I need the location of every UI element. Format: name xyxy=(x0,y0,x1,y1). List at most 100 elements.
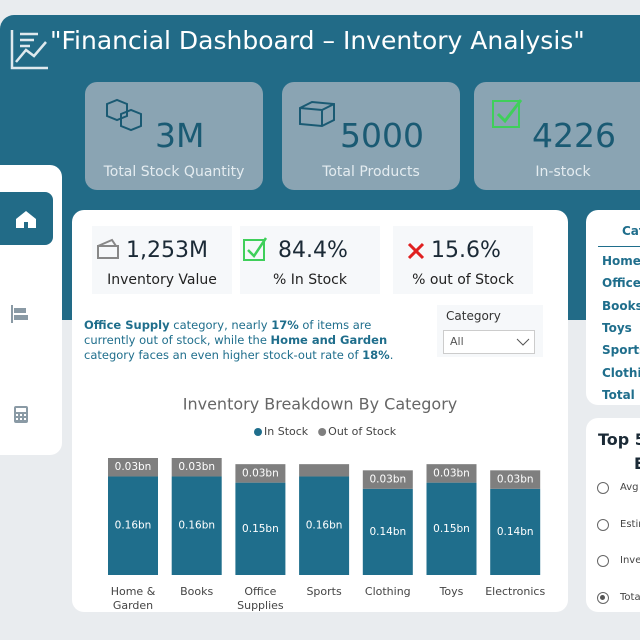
metric-card: 15.6% % out of Stock xyxy=(393,226,533,294)
kpi-card: 3M Total Stock Quantity xyxy=(85,82,263,190)
data-label: 0.15bn xyxy=(433,523,470,535)
bar-segment xyxy=(426,482,477,575)
narrative-text: 18% xyxy=(362,348,390,362)
x-tick-label: Books xyxy=(180,585,213,598)
nav-calculator[interactable] xyxy=(13,405,29,424)
table-row: Office S xyxy=(602,276,640,291)
chart-title: Inventory Breakdown By Category xyxy=(183,395,458,414)
data-label: 0.16bn xyxy=(306,520,343,532)
narrative-text: category, nearly xyxy=(169,318,272,332)
narrative-text: 17% xyxy=(271,318,299,332)
radio-label: Inve xyxy=(620,555,640,566)
metric-card: 84.4% % In Stock xyxy=(240,226,380,294)
narrative-text: Office Supply xyxy=(84,318,170,332)
data-label: 0.14bn xyxy=(369,526,406,538)
slicer: Category All xyxy=(437,305,543,357)
bar-segment xyxy=(490,488,541,575)
data-label: 0.03bn xyxy=(497,474,534,486)
table-row: Total xyxy=(602,387,635,402)
page-title: "Financial Dashboard – Inventory Analysi… xyxy=(50,26,585,55)
data-label: 0.03bn xyxy=(242,467,279,479)
kpi-label: In-stock xyxy=(535,164,591,180)
metric-value: 1,253M xyxy=(126,238,208,263)
slicer-value: All xyxy=(450,335,464,348)
data-label: 0.03bn xyxy=(433,467,470,479)
wallet-icon xyxy=(97,238,119,259)
legend-swatch xyxy=(254,428,262,436)
bar-segment xyxy=(490,470,541,489)
radio-label: Estin xyxy=(620,518,640,530)
x-tick-label: Toys xyxy=(439,585,464,598)
data-label: 0.16bn xyxy=(115,520,152,532)
nav-home[interactable] xyxy=(0,192,53,245)
bar-segment xyxy=(362,488,413,575)
table-header: Cat xyxy=(622,224,640,238)
bar-segment xyxy=(235,482,286,575)
bar-segment xyxy=(299,476,350,575)
kpi-value: 5000 xyxy=(340,116,424,155)
data-label: 0.03bn xyxy=(178,461,215,473)
metric-value: 84.4% xyxy=(278,238,348,263)
kpi-card: 5000 Total Products xyxy=(282,82,460,190)
table-rule xyxy=(598,246,640,247)
top-panel: Top 5 E Avg Estin Inve Tota xyxy=(586,418,640,612)
narrative-text: . xyxy=(389,348,394,362)
home-icon xyxy=(16,211,36,228)
bar-segment xyxy=(171,476,222,575)
narrative-text: Home and Garden xyxy=(270,333,388,347)
bar-segment xyxy=(235,464,286,483)
kpi-label: Total Stock Quantity xyxy=(103,164,245,180)
table-row: Toys xyxy=(602,320,632,335)
metric-label: % In Stock xyxy=(273,272,347,288)
x-tick-label: Sports xyxy=(306,585,342,598)
legend-label: Out of Stock xyxy=(328,425,397,438)
x-tick-label: Office Supplies xyxy=(237,585,284,612)
radio-dot xyxy=(600,594,605,600)
radio-label: Avg xyxy=(620,482,639,493)
data-label: 0.15bn xyxy=(242,523,279,535)
data-label: 0.03bn xyxy=(369,474,406,486)
x-tick-label: Home & Garden xyxy=(111,585,156,612)
bar-segment xyxy=(362,470,413,489)
narrative: Office Supply category, nearly 17% of it… xyxy=(84,318,424,363)
box-icon xyxy=(299,100,335,128)
slicer-label: Category xyxy=(446,309,501,323)
bar-segment xyxy=(299,464,350,477)
data-label: 0.03bn xyxy=(115,461,152,473)
radio[interactable] xyxy=(597,591,609,604)
table-row: Books xyxy=(602,298,640,313)
bar-segment xyxy=(171,458,222,477)
side-nav xyxy=(0,165,62,455)
table-row: Sports xyxy=(602,343,640,358)
narrative-text: of items are currently out of stock, whi… xyxy=(84,318,372,347)
metric-value: 15.6% xyxy=(431,238,501,263)
kpi-value: 4226 xyxy=(532,116,616,155)
x-tick-label: Electronics xyxy=(485,585,545,598)
radio-label: Tota xyxy=(620,591,640,603)
metric-label: Inventory Value xyxy=(107,272,217,288)
x-icon xyxy=(407,242,425,260)
x-tick-label: Clothing xyxy=(365,585,411,598)
check-icon xyxy=(492,99,523,128)
table-row: Clothin xyxy=(602,365,640,380)
data-label: 0.14bn xyxy=(497,526,534,538)
legend-swatch xyxy=(318,428,327,436)
chevron xyxy=(516,338,530,346)
panel-title: Top 5 xyxy=(598,430,640,449)
metric-label: % out of Stock xyxy=(412,272,514,288)
kpi-card: 4226 In-stock xyxy=(474,82,640,190)
radio[interactable] xyxy=(597,482,609,494)
nav-chart[interactable] xyxy=(10,305,30,323)
table-row: Home xyxy=(602,254,640,268)
check-icon xyxy=(243,237,268,261)
slicer-dropdown[interactable]: All xyxy=(443,330,535,354)
metric-card: 1,253M Inventory Value xyxy=(92,226,232,294)
radio[interactable] xyxy=(597,518,609,531)
bar-segment xyxy=(108,458,158,477)
radio[interactable] xyxy=(597,555,609,567)
logo-icon xyxy=(10,30,48,70)
kpi-label: Total Products xyxy=(322,164,420,180)
category-table: Cat Home Office S Books Toys Sports Clothin To… xyxy=(586,210,640,405)
